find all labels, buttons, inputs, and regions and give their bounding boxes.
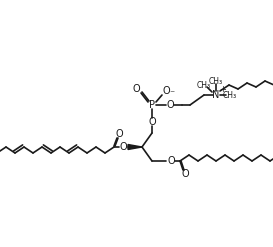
Text: O: O bbox=[162, 86, 170, 96]
Text: O: O bbox=[119, 142, 127, 152]
Text: O: O bbox=[148, 117, 156, 127]
Text: N: N bbox=[212, 90, 220, 100]
Text: O: O bbox=[181, 169, 189, 179]
Text: ⁻: ⁻ bbox=[170, 89, 174, 99]
Polygon shape bbox=[128, 144, 142, 149]
Text: P: P bbox=[149, 100, 155, 110]
Text: CH₃: CH₃ bbox=[223, 90, 237, 100]
Text: O: O bbox=[167, 156, 175, 166]
Text: CH₃: CH₃ bbox=[209, 77, 223, 85]
Text: O: O bbox=[115, 129, 123, 139]
Text: O: O bbox=[166, 100, 174, 110]
Text: +: + bbox=[219, 85, 226, 95]
Text: O: O bbox=[132, 84, 140, 94]
Text: CH₃: CH₃ bbox=[197, 81, 211, 89]
